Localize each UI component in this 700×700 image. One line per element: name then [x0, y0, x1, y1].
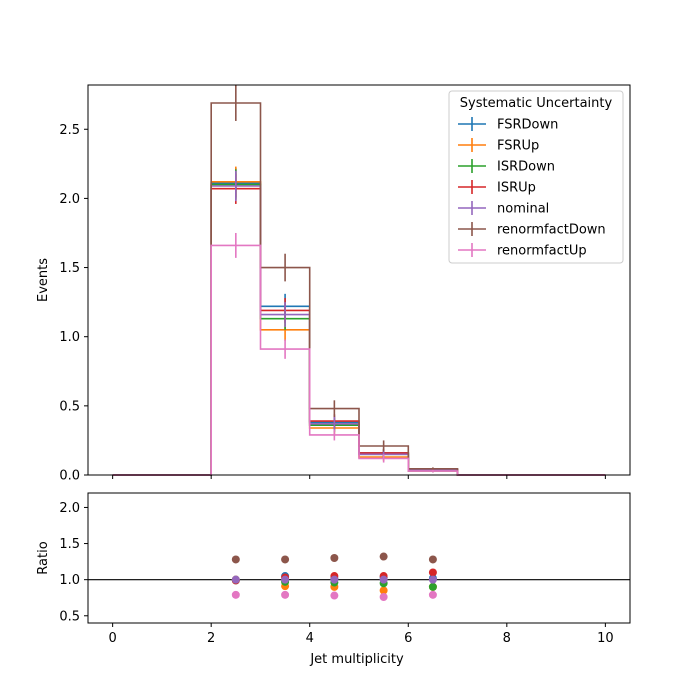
x-tick-label-2: 2	[207, 631, 215, 646]
ratio-y-ticks: 0.5 1.0 1.5 2.0	[59, 501, 88, 624]
main-y-tick-label-2-5: 2.5	[59, 123, 80, 138]
legend-label-isrup: ISRUp	[497, 181, 536, 196]
ratio-point-renormfactup-3	[379, 593, 388, 601]
legend-item-isrup: ISRUp	[458, 180, 536, 196]
legend-label-fsrdown: FSRDown	[497, 118, 558, 133]
ratio-point-renormfactdown-3	[379, 552, 388, 561]
main-y-tick-label-1-0: 1.0	[59, 330, 80, 345]
legend-label-renormfactdown: renormfactDown	[497, 223, 606, 238]
legend-item-renormfactup: renormfactUp	[458, 243, 587, 259]
legend-item-nominal: nominal	[458, 201, 549, 217]
ratio-y-tick-label-1-5: 1.5	[59, 537, 80, 552]
main-y-ticks: 0.0 0.5 1.0 1.5 2.0 2.5	[59, 123, 88, 484]
ratio-point-isrdown-4	[428, 582, 437, 591]
ratio-series-renormfactup	[231, 590, 437, 601]
x-tick-label-6: 6	[404, 631, 412, 646]
ratio-y-tick-label-1-0: 1.0	[59, 573, 80, 588]
ratio-point-nominal-0	[231, 575, 240, 584]
ratio-point-isrup-4	[428, 568, 437, 577]
ratio-point-renormfactup-2	[330, 591, 339, 600]
ratio-y-tick-label-2-0: 2.0	[59, 501, 80, 516]
main-y-tick-label-0-0: 0.0	[59, 469, 80, 484]
legend-box	[448, 90, 624, 264]
legend-item-renormfactdown: renormfactDown	[458, 222, 606, 238]
ratio-point-nominal-1	[281, 575, 290, 584]
x-tick-label-8: 8	[503, 631, 511, 646]
ratio-point-renormfactdown-0	[231, 555, 240, 564]
ratio-point-renormfactdown-2	[330, 554, 339, 562]
ratio-series-nominal	[231, 575, 437, 584]
legend-label-isrdown: ISRDown	[497, 160, 555, 175]
ratio-point-renormfactdown-4	[428, 555, 437, 564]
legend-label-nominal: nominal	[497, 202, 549, 217]
ratio-y-axis-label: Ratio	[36, 541, 51, 574]
legend-items: FSRDown FSRUp ISRDown ISRUp nominal renormfac…	[458, 117, 606, 259]
main-panel: 0.0 0.5 1.0 1.5 2.0 2.5 Events	[36, 84, 631, 484]
ratio-axes-frame	[87, 492, 631, 624]
ratio-y-tick-label-0-5: 0.5	[59, 609, 80, 624]
ratio-point-nominal-2	[330, 575, 339, 584]
legend-label-fsrup: FSRUp	[497, 139, 539, 154]
ratio-point-nominal-3	[379, 575, 388, 584]
ratio-point-fsrup-3	[379, 586, 388, 595]
main-y-axis-label: Events	[36, 258, 51, 302]
ratio-plot-marks	[88, 552, 630, 601]
legend-item-fsrdown: FSRDown	[458, 117, 558, 133]
legend-label-renormfactup: renormfactUp	[497, 244, 587, 259]
legend: Systematic Uncertainty FSRDown FSRUp ISRDo…	[448, 90, 624, 264]
main-x-ticks	[112, 475, 606, 479]
ratio-point-renormfactup-0	[231, 590, 240, 599]
ratio-series-renormfactdown	[231, 552, 437, 564]
main-y-tick-label-1-5: 1.5	[59, 261, 80, 276]
ratio-x-ticks: 0 2 4 6 8 10	[108, 623, 614, 646]
ratio-point-nominal-4	[428, 575, 437, 584]
legend-title: Systematic Uncertainty	[460, 96, 613, 111]
x-tick-label-4: 4	[306, 631, 314, 646]
ratio-point-renormfactup-1	[281, 590, 290, 599]
x-tick-label-0: 0	[108, 631, 116, 646]
main-y-tick-label-2-0: 2.0	[59, 192, 80, 207]
ratio-point-renormfactup-4	[428, 590, 437, 599]
main-axes-frame	[87, 84, 631, 476]
ratio-point-renormfactdown-1	[281, 555, 290, 564]
legend-item-isrdown: ISRDown	[458, 159, 555, 175]
ratio-panel: 0 2 4 6 8 10 0.5 1.0 1.5 2.0 Ratio Jet multiplic…	[36, 492, 631, 667]
legend-item-fsrup: FSRUp	[458, 138, 539, 154]
x-axis-label: Jet multiplicity	[309, 652, 404, 667]
x-tick-label-10: 10	[597, 631, 614, 646]
main-y-tick-label-0-5: 0.5	[59, 399, 80, 414]
